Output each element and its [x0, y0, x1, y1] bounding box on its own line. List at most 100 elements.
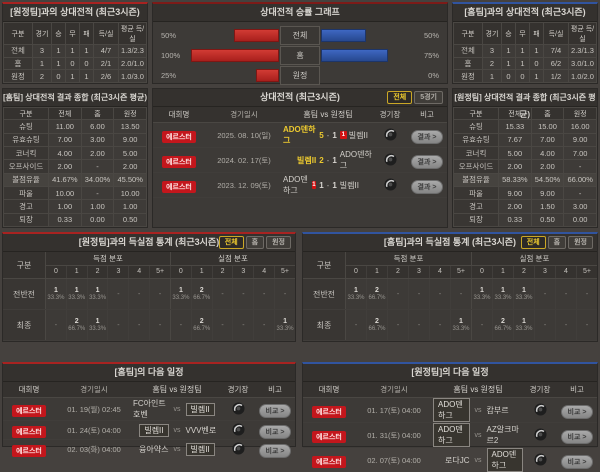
red-card-badge: 1: [339, 131, 347, 139]
stadium-icon[interactable]: [533, 453, 547, 466]
bin-header: 4: [555, 265, 576, 278]
stadium-icon[interactable]: [383, 178, 397, 191]
stat-cell: 1: [501, 56, 516, 71]
distribution-cell: -: [128, 279, 149, 309]
panel-title: [홈팀] 상대전적 결과 종합 (최근3시즌 평균): [3, 89, 147, 107]
distribution-cell: -: [480, 321, 484, 329]
compare-button[interactable]: 비교 >: [258, 425, 292, 439]
win-rate-graph: 50% 전체 50% 100% 홈 75% 25% 원정 0%: [153, 22, 447, 88]
away-bar-track: [321, 69, 407, 82]
row-label: 파울: [453, 185, 499, 201]
away-win-bar: [321, 28, 366, 42]
stat-cell: 2: [482, 56, 502, 71]
distribution-cell: 1 33.3%: [492, 279, 513, 309]
stadium-icon[interactable]: [231, 442, 245, 455]
distribution-cell: -: [232, 310, 253, 340]
column-header: 홈팀 vs 원정팀: [303, 110, 353, 119]
filter-all-button[interactable]: 전체: [520, 236, 546, 249]
compare-button[interactable]: 비교 >: [560, 405, 594, 419]
stadium-icon[interactable]: [231, 402, 245, 415]
compare-button[interactable]: 비교 >: [560, 430, 594, 444]
distribution-cell: 2 66.7%: [190, 310, 212, 340]
stadium-icon[interactable]: [533, 428, 547, 441]
score-separator: -: [326, 155, 330, 165]
distribution-cell: -: [408, 279, 429, 309]
fixture: FC아인트호벤 vs 빌렘II: [133, 398, 221, 420]
compare-button[interactable]: 비교 >: [258, 444, 292, 458]
stadium-icon[interactable]: [383, 128, 397, 141]
column-header: 득/실: [543, 21, 569, 46]
distribution-cell: 1 33.3%: [65, 279, 87, 309]
stat-cell: 0: [79, 56, 94, 71]
stat-cell: 2/6: [93, 69, 119, 83]
scored-cells: 1 33.3% 2 66.7% - - - -: [346, 279, 471, 309]
result-button[interactable]: 결과 >: [410, 155, 444, 169]
stat-cell: 7/4: [543, 44, 569, 58]
row-label: 유효슈팅: [453, 132, 499, 147]
win-rate-graph-panel: 상대전적 승률 그래프 50% 전체 50% 100% 홈 75% 25% 원정…: [152, 2, 448, 85]
row-label: 퇴장: [453, 212, 499, 228]
stat-cell: 2.00: [48, 159, 82, 174]
league-badge: 에르스터: [12, 426, 46, 438]
filter-away-button[interactable]: 원정: [568, 236, 593, 249]
record-vs-home-panel: [홈팀]과의 상대전적 (최근3시즌) 구분 경기 승 무 패 득/실 평균 득…: [452, 2, 598, 84]
stat-cell: 2: [32, 69, 52, 83]
stadium-icon[interactable]: [383, 153, 397, 166]
filter-all-button[interactable]: 전체: [387, 91, 413, 104]
filter-away-button[interactable]: 원정: [266, 236, 291, 249]
column-header: 구분: [3, 252, 46, 278]
away-score: 1: [332, 180, 337, 190]
stat-cell: 1: [79, 69, 94, 83]
stat-cell: 45.50%: [113, 172, 147, 187]
result-button[interactable]: 결과 >: [410, 130, 444, 144]
vs-label: vs: [474, 406, 482, 414]
stadium-icon[interactable]: [533, 403, 547, 416]
column-header: 홈팀 vs 원정팀: [453, 385, 503, 394]
row-label: 슈팅: [3, 119, 49, 134]
conceded-cells: 1 33.3% 1 33.3% 1 33.3% - - -: [471, 279, 597, 309]
column-header: 비고: [420, 110, 434, 119]
table-row: 경고 2.00 1.50 3.00: [453, 199, 597, 214]
table-row: 원정 2 0 1 1 2/6 1.0/3.0: [3, 69, 147, 83]
h2h-header-row: 대회명 경기일시 홈팀 vs 원정팀 경기장 비고: [153, 107, 447, 123]
stat-cell: 9.00: [563, 132, 597, 147]
h2h-row: 에르스터 2025. 08. 10(일) ADO덴하그 5 - 1 1 빌렘II …: [153, 123, 447, 148]
conceded-cells: -2 66.7% 1 33.3% - - -: [471, 310, 597, 340]
home-bar-track: [193, 28, 279, 42]
row-label: 코너킥: [3, 145, 49, 161]
column-header: 대회명: [168, 110, 190, 119]
home-bar-track: [191, 48, 279, 62]
stat-cell: 58.33%: [498, 172, 532, 187]
stat-cell: 6/2: [543, 56, 569, 71]
filter-home-button[interactable]: 홈: [547, 236, 567, 249]
fixture: ADO덴하그 vs 캄부르: [433, 398, 523, 422]
stat-cell: 9.00: [113, 132, 147, 147]
stat-cell: 3.00: [80, 132, 115, 147]
bin-header: 1: [366, 265, 387, 278]
table-row: 경고 1.00 1.00 1.00: [3, 199, 147, 214]
bin-header: 5+: [274, 265, 295, 278]
distribution-cell: 2 66.7%: [366, 279, 387, 309]
distribution-cell: -: [387, 310, 408, 340]
stat-cell: 1.0/3.0: [118, 69, 147, 83]
row-label: 홈: [3, 56, 33, 71]
distribution-cell: -: [555, 310, 576, 340]
distribution-cell: -: [128, 310, 149, 340]
result-button[interactable]: 결과 >: [410, 180, 444, 194]
home-score: 1: [319, 180, 324, 190]
stat-cell: 1: [51, 56, 66, 71]
stat-cell: 4/7: [93, 44, 119, 58]
distribution-cell: 1 33.3%: [86, 310, 108, 340]
row-label: 최종: [303, 310, 346, 340]
filter-5games-button[interactable]: 5경기: [414, 91, 443, 104]
filter-home-button[interactable]: 홈: [245, 236, 265, 249]
distribution-cell: -: [576, 279, 597, 309]
compare-button[interactable]: 비교 >: [258, 404, 292, 418]
column-header: 패: [79, 21, 94, 46]
home-schedule-panel: [홈팀]의 다음 일정 대회명 경기일시 홈팀 vs 원정팀 경기장 비고 에르…: [2, 362, 296, 458]
stadium-icon[interactable]: [231, 423, 245, 436]
right-percent-label: 50%: [423, 30, 439, 40]
filter-all-button[interactable]: 전체: [218, 236, 244, 249]
compare-button[interactable]: 비교 >: [560, 455, 594, 469]
league-badge: 에르스터: [162, 131, 196, 143]
